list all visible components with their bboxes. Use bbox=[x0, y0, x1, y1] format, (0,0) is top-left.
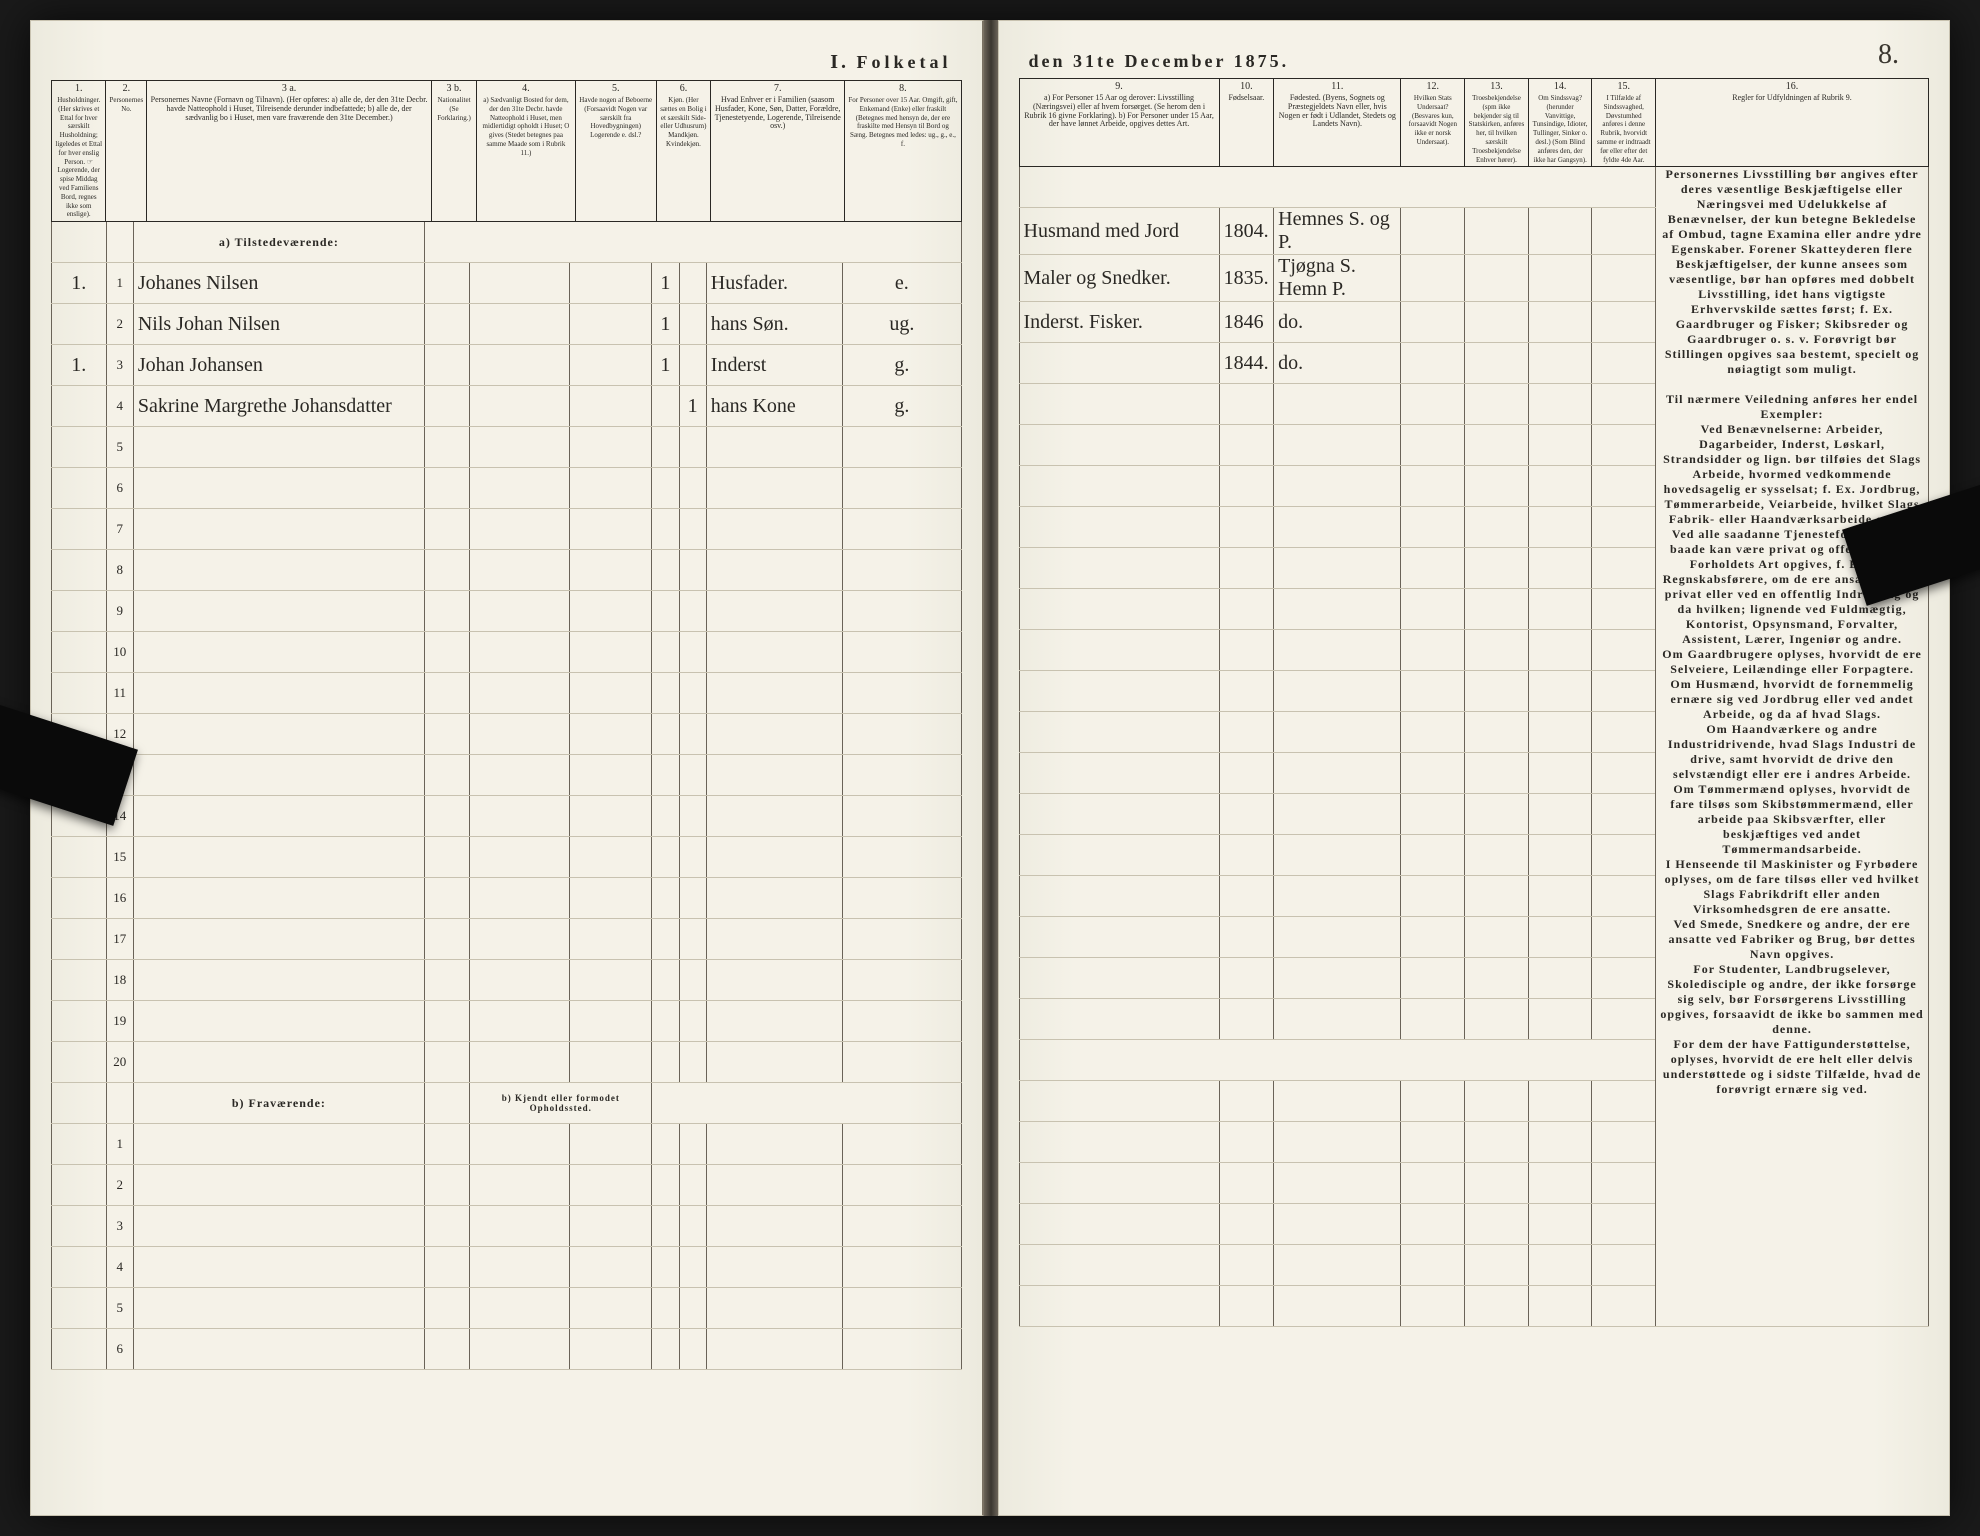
section-present: a) Tilstedeværende: bbox=[52, 222, 962, 263]
book-spine bbox=[984, 20, 998, 1516]
table-row: 2 bbox=[52, 1165, 962, 1206]
table-row: 7 bbox=[52, 509, 962, 550]
table-row: 8 bbox=[52, 550, 962, 591]
left-page: I. Folketal 1.Husholdninger. (Her skrive… bbox=[30, 20, 984, 1516]
table-row: 15 bbox=[52, 837, 962, 878]
table-row: 2Nils Johan Nilsen1hans Søn.ug. bbox=[52, 304, 962, 345]
page-number-right: 8. bbox=[1878, 39, 1899, 71]
table-row: 9 bbox=[52, 591, 962, 632]
table-row: 4 bbox=[52, 1247, 962, 1288]
title-left: I. Folketal bbox=[51, 51, 962, 80]
table-row: 3 bbox=[52, 1206, 962, 1247]
header-left: 1.Husholdninger. (Her skrives et Ettal f… bbox=[51, 80, 962, 222]
table-row: 18 bbox=[52, 960, 962, 1001]
table-row: 4Sakrine Margrethe Johansdatter1hans Kon… bbox=[52, 386, 962, 427]
body-left: a) Tilstedeværende: 1.1Johanes Nilsen1Hu… bbox=[51, 222, 962, 1370]
right-page: 8. den 31te December 1875. 9.a) For Pers… bbox=[998, 20, 1951, 1516]
table-row: 16 bbox=[52, 878, 962, 919]
table-row: 6 bbox=[52, 1329, 962, 1370]
table-row: 14 bbox=[52, 796, 962, 837]
header-right: 9.a) For Personer 15 Aar og derover: Liv… bbox=[1019, 78, 1930, 167]
table-row: 5 bbox=[52, 427, 962, 468]
table-row: 12 bbox=[52, 714, 962, 755]
title-right: den 31te December 1875. bbox=[1019, 51, 1930, 78]
table-row: 1.3Johan Johansen1Inderstg. bbox=[52, 345, 962, 386]
table-row: 11 bbox=[52, 673, 962, 714]
table-row: 19 bbox=[52, 1001, 962, 1042]
body-right: Personernes Livsstilling bør angives eft… bbox=[1019, 167, 1930, 1327]
ledger-book: I. Folketal 1.Husholdninger. (Her skrive… bbox=[30, 20, 1950, 1516]
rules-column: Personernes Livsstilling bør angives eft… bbox=[1656, 167, 1929, 1327]
section-absent: b) Fraværende:b) Kjendt eller formodet O… bbox=[52, 1083, 962, 1124]
table-row: 6 bbox=[52, 468, 962, 509]
table-row: 13 bbox=[52, 755, 962, 796]
table-row: 5 bbox=[52, 1288, 962, 1329]
table-row: 1 bbox=[52, 1124, 962, 1165]
table-row: 17 bbox=[52, 919, 962, 960]
table-row: 1.1Johanes Nilsen1Husfader.e. bbox=[52, 263, 962, 304]
table-row: 20 bbox=[52, 1042, 962, 1083]
table-row: 10 bbox=[52, 632, 962, 673]
